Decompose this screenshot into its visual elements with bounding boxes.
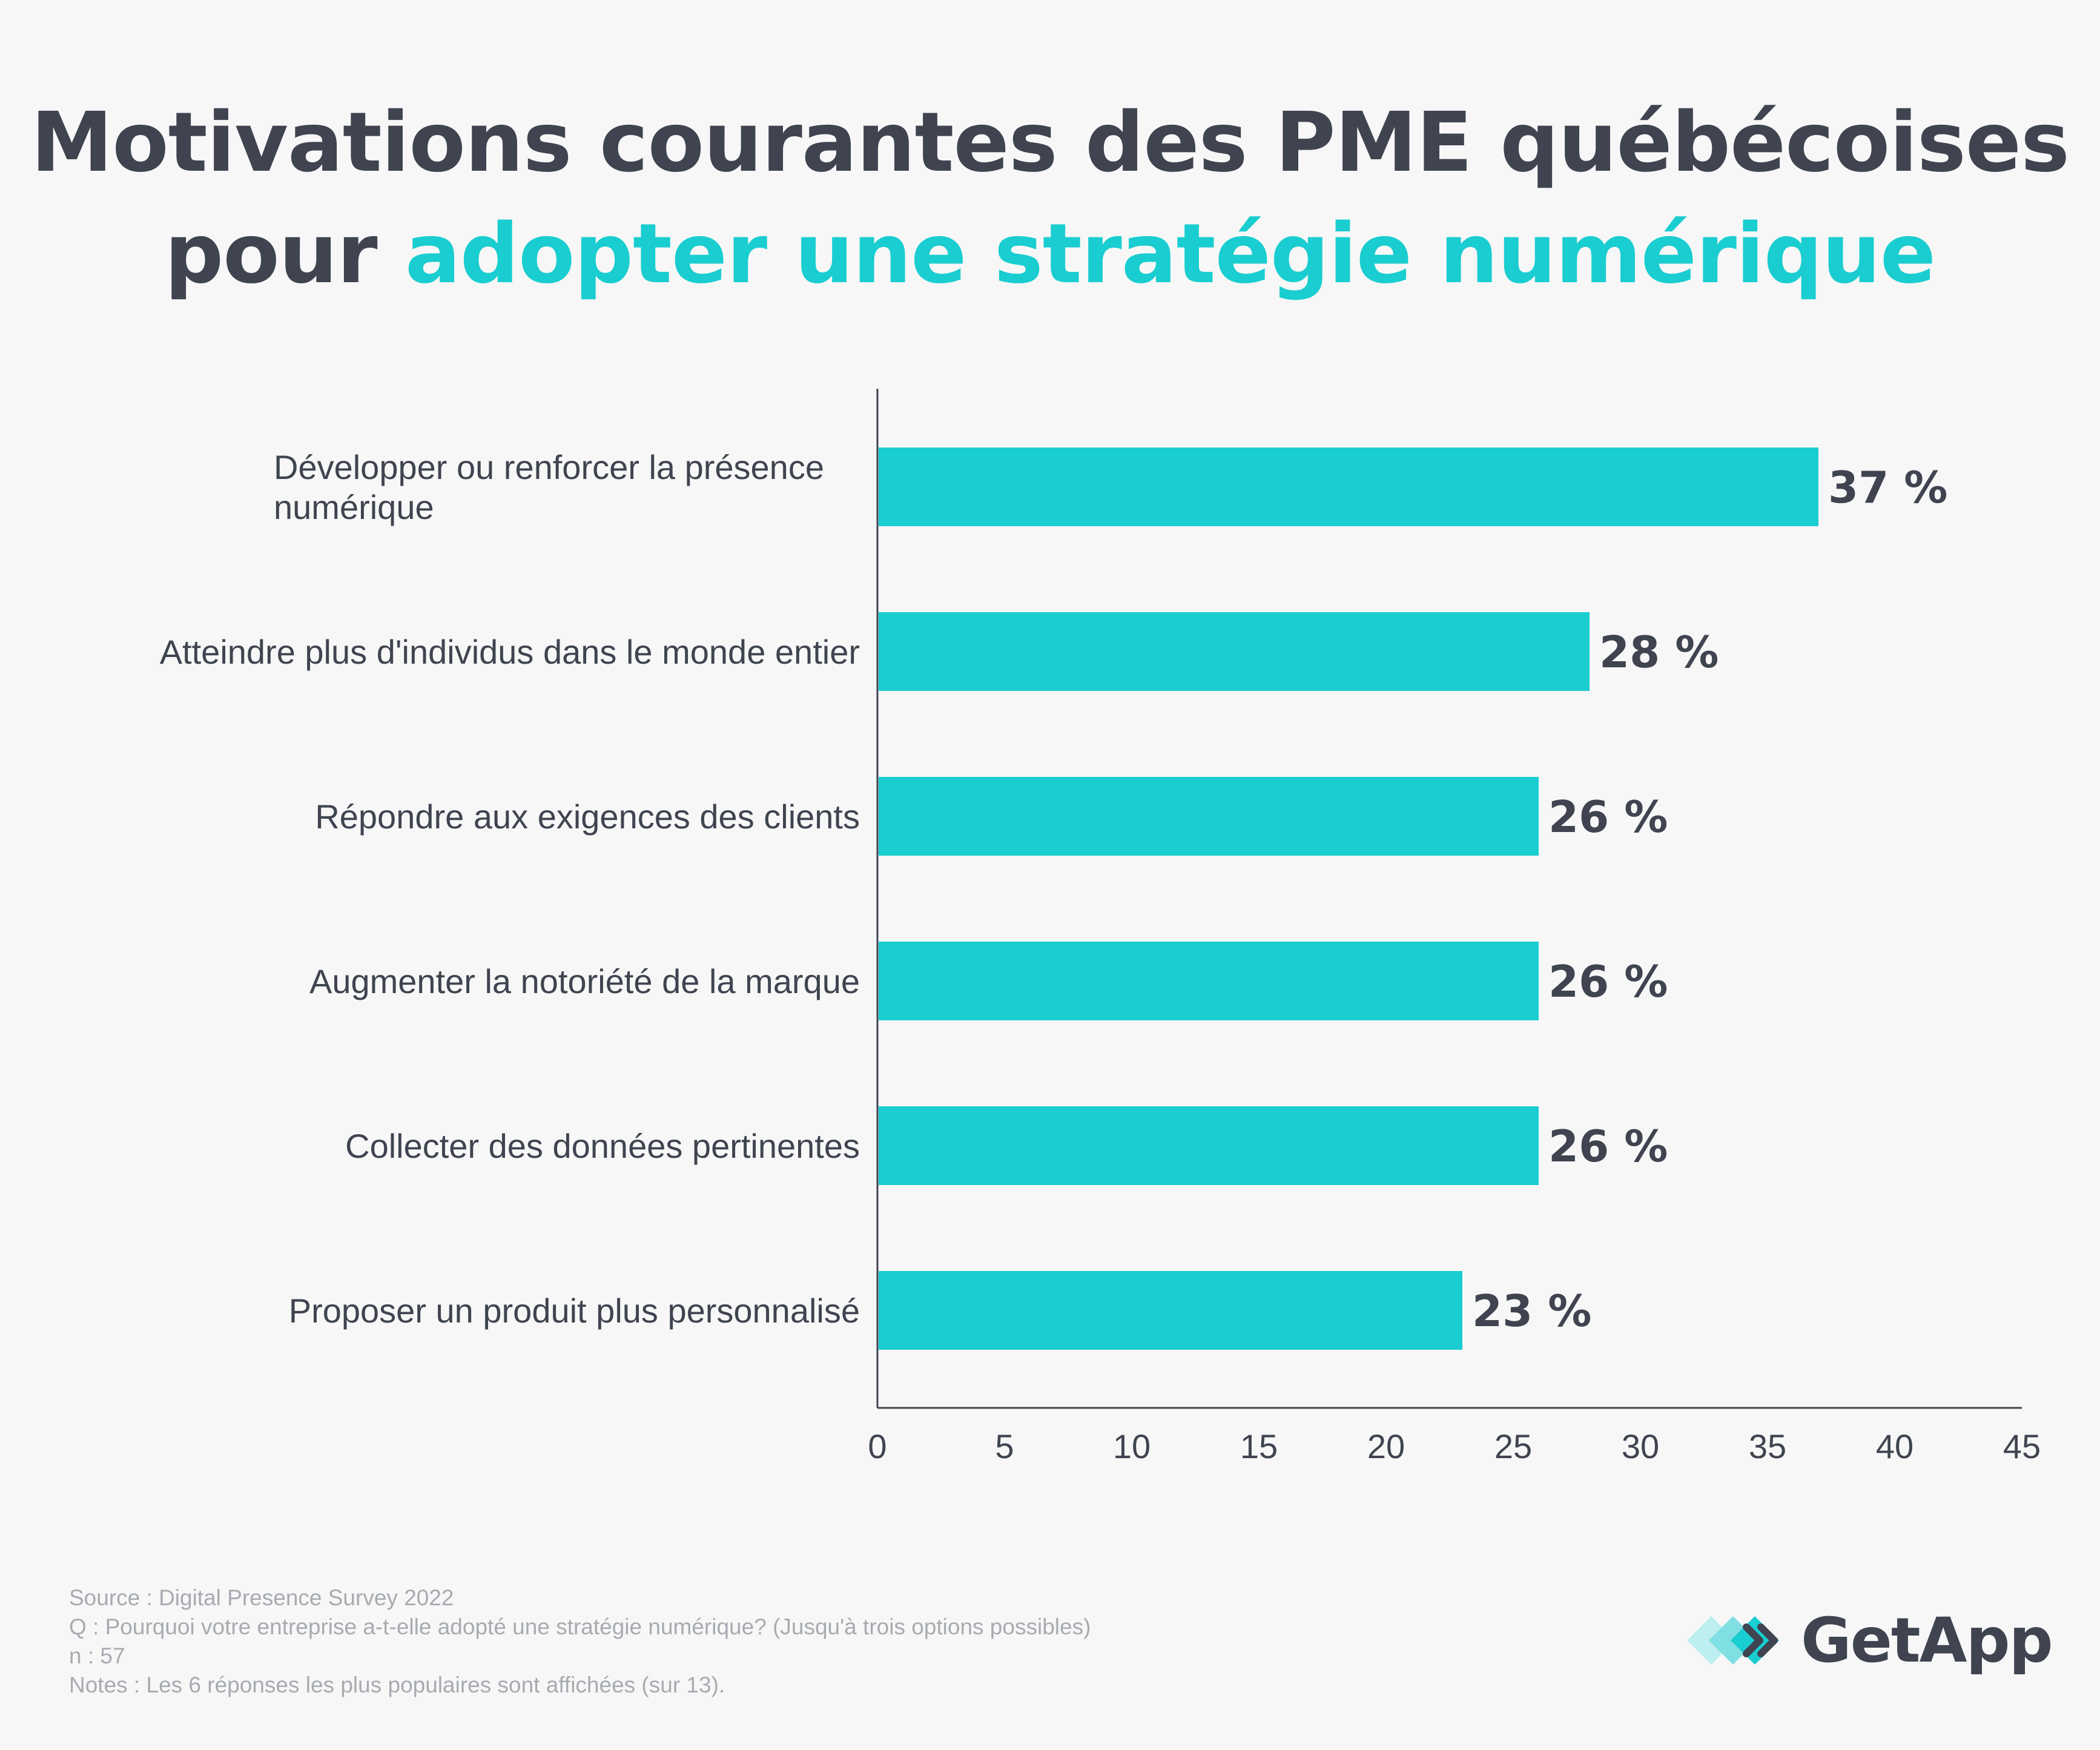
- category-label-line: Augmenter la notoriété de la marque: [309, 962, 860, 1000]
- category-label-4: Augmenter la notoriété de la marque: [309, 962, 860, 1000]
- logo-text: GetApp: [1801, 1604, 2053, 1677]
- value-label-1: 37 %: [1828, 462, 1947, 513]
- x-tick-label-15: 15: [1240, 1427, 1278, 1465]
- footer-n: n : 57: [69, 1643, 125, 1668]
- category-label-line: Atteindre plus d'individus dans le monde…: [160, 633, 860, 671]
- footer-source: Source : Digital Presence Survey 2022: [69, 1585, 454, 1610]
- bar-2: [879, 612, 1590, 691]
- bar-3: [879, 777, 1539, 856]
- x-tick-label-20: 20: [1367, 1427, 1405, 1465]
- category-label-line: Collecter des données pertinentes: [345, 1127, 860, 1165]
- value-label-5: 26 %: [1548, 1121, 1668, 1172]
- chart-title-line-2: pour adopter une stratégie numérique: [0, 213, 2100, 296]
- x-tick-label-0: 0: [868, 1427, 887, 1465]
- x-tick-label-45: 45: [2003, 1427, 2041, 1465]
- title-accent: adopter une stratégie numérique: [404, 206, 1936, 302]
- chart-title-line-1: Motivations courantes des PME québécoise…: [30, 95, 2070, 191]
- x-tick-label-35: 35: [1749, 1427, 1786, 1465]
- title-prefix: pour: [164, 206, 405, 302]
- category-label-line: Proposer un produit plus personnalisé: [289, 1292, 860, 1330]
- category-label-line: numérique: [274, 488, 434, 526]
- bar-4: [879, 942, 1539, 1020]
- category-label-3: Répondre aux exigences des clients: [315, 797, 860, 836]
- bar-chart: Développer ou renforcer la présence numér…: [160, 389, 2041, 1465]
- category-label-1: Développer ou renforcer la présence numér…: [274, 448, 824, 526]
- value-label-4: 26 %: [1548, 956, 1668, 1007]
- footer-notes: Notes : Les 6 réponses les plus populair…: [69, 1672, 725, 1697]
- getapp-chevrons-icon: [1687, 1616, 1779, 1665]
- value-label-3: 26 %: [1548, 791, 1668, 842]
- value-label-2: 28 %: [1599, 627, 1719, 678]
- bar-1: [879, 447, 1818, 526]
- x-tick-label-25: 25: [1494, 1427, 1532, 1465]
- category-label-5: Collecter des données pertinentes: [345, 1127, 860, 1165]
- bar-5: [879, 1106, 1539, 1185]
- x-tick-label-5: 5: [995, 1427, 1014, 1465]
- x-tick-label-30: 30: [1622, 1427, 1659, 1465]
- x-tick-label-40: 40: [1876, 1427, 1913, 1465]
- category-label-line: Développer ou renforcer la présence: [274, 448, 824, 486]
- value-label-6: 23 %: [1472, 1286, 1591, 1336]
- getapp-logo: GetApp: [1687, 1604, 2053, 1677]
- category-label-line: Répondre aux exigences des clients: [315, 797, 860, 836]
- category-label-2: Atteindre plus d'individus dans le monde…: [160, 633, 860, 671]
- footer-question: Q : Pourquoi votre entreprise a-t-elle a…: [69, 1614, 1091, 1639]
- x-tick-label-10: 10: [1113, 1427, 1151, 1465]
- bar-6: [879, 1271, 1462, 1350]
- category-label-6: Proposer un produit plus personnalisé: [289, 1292, 860, 1330]
